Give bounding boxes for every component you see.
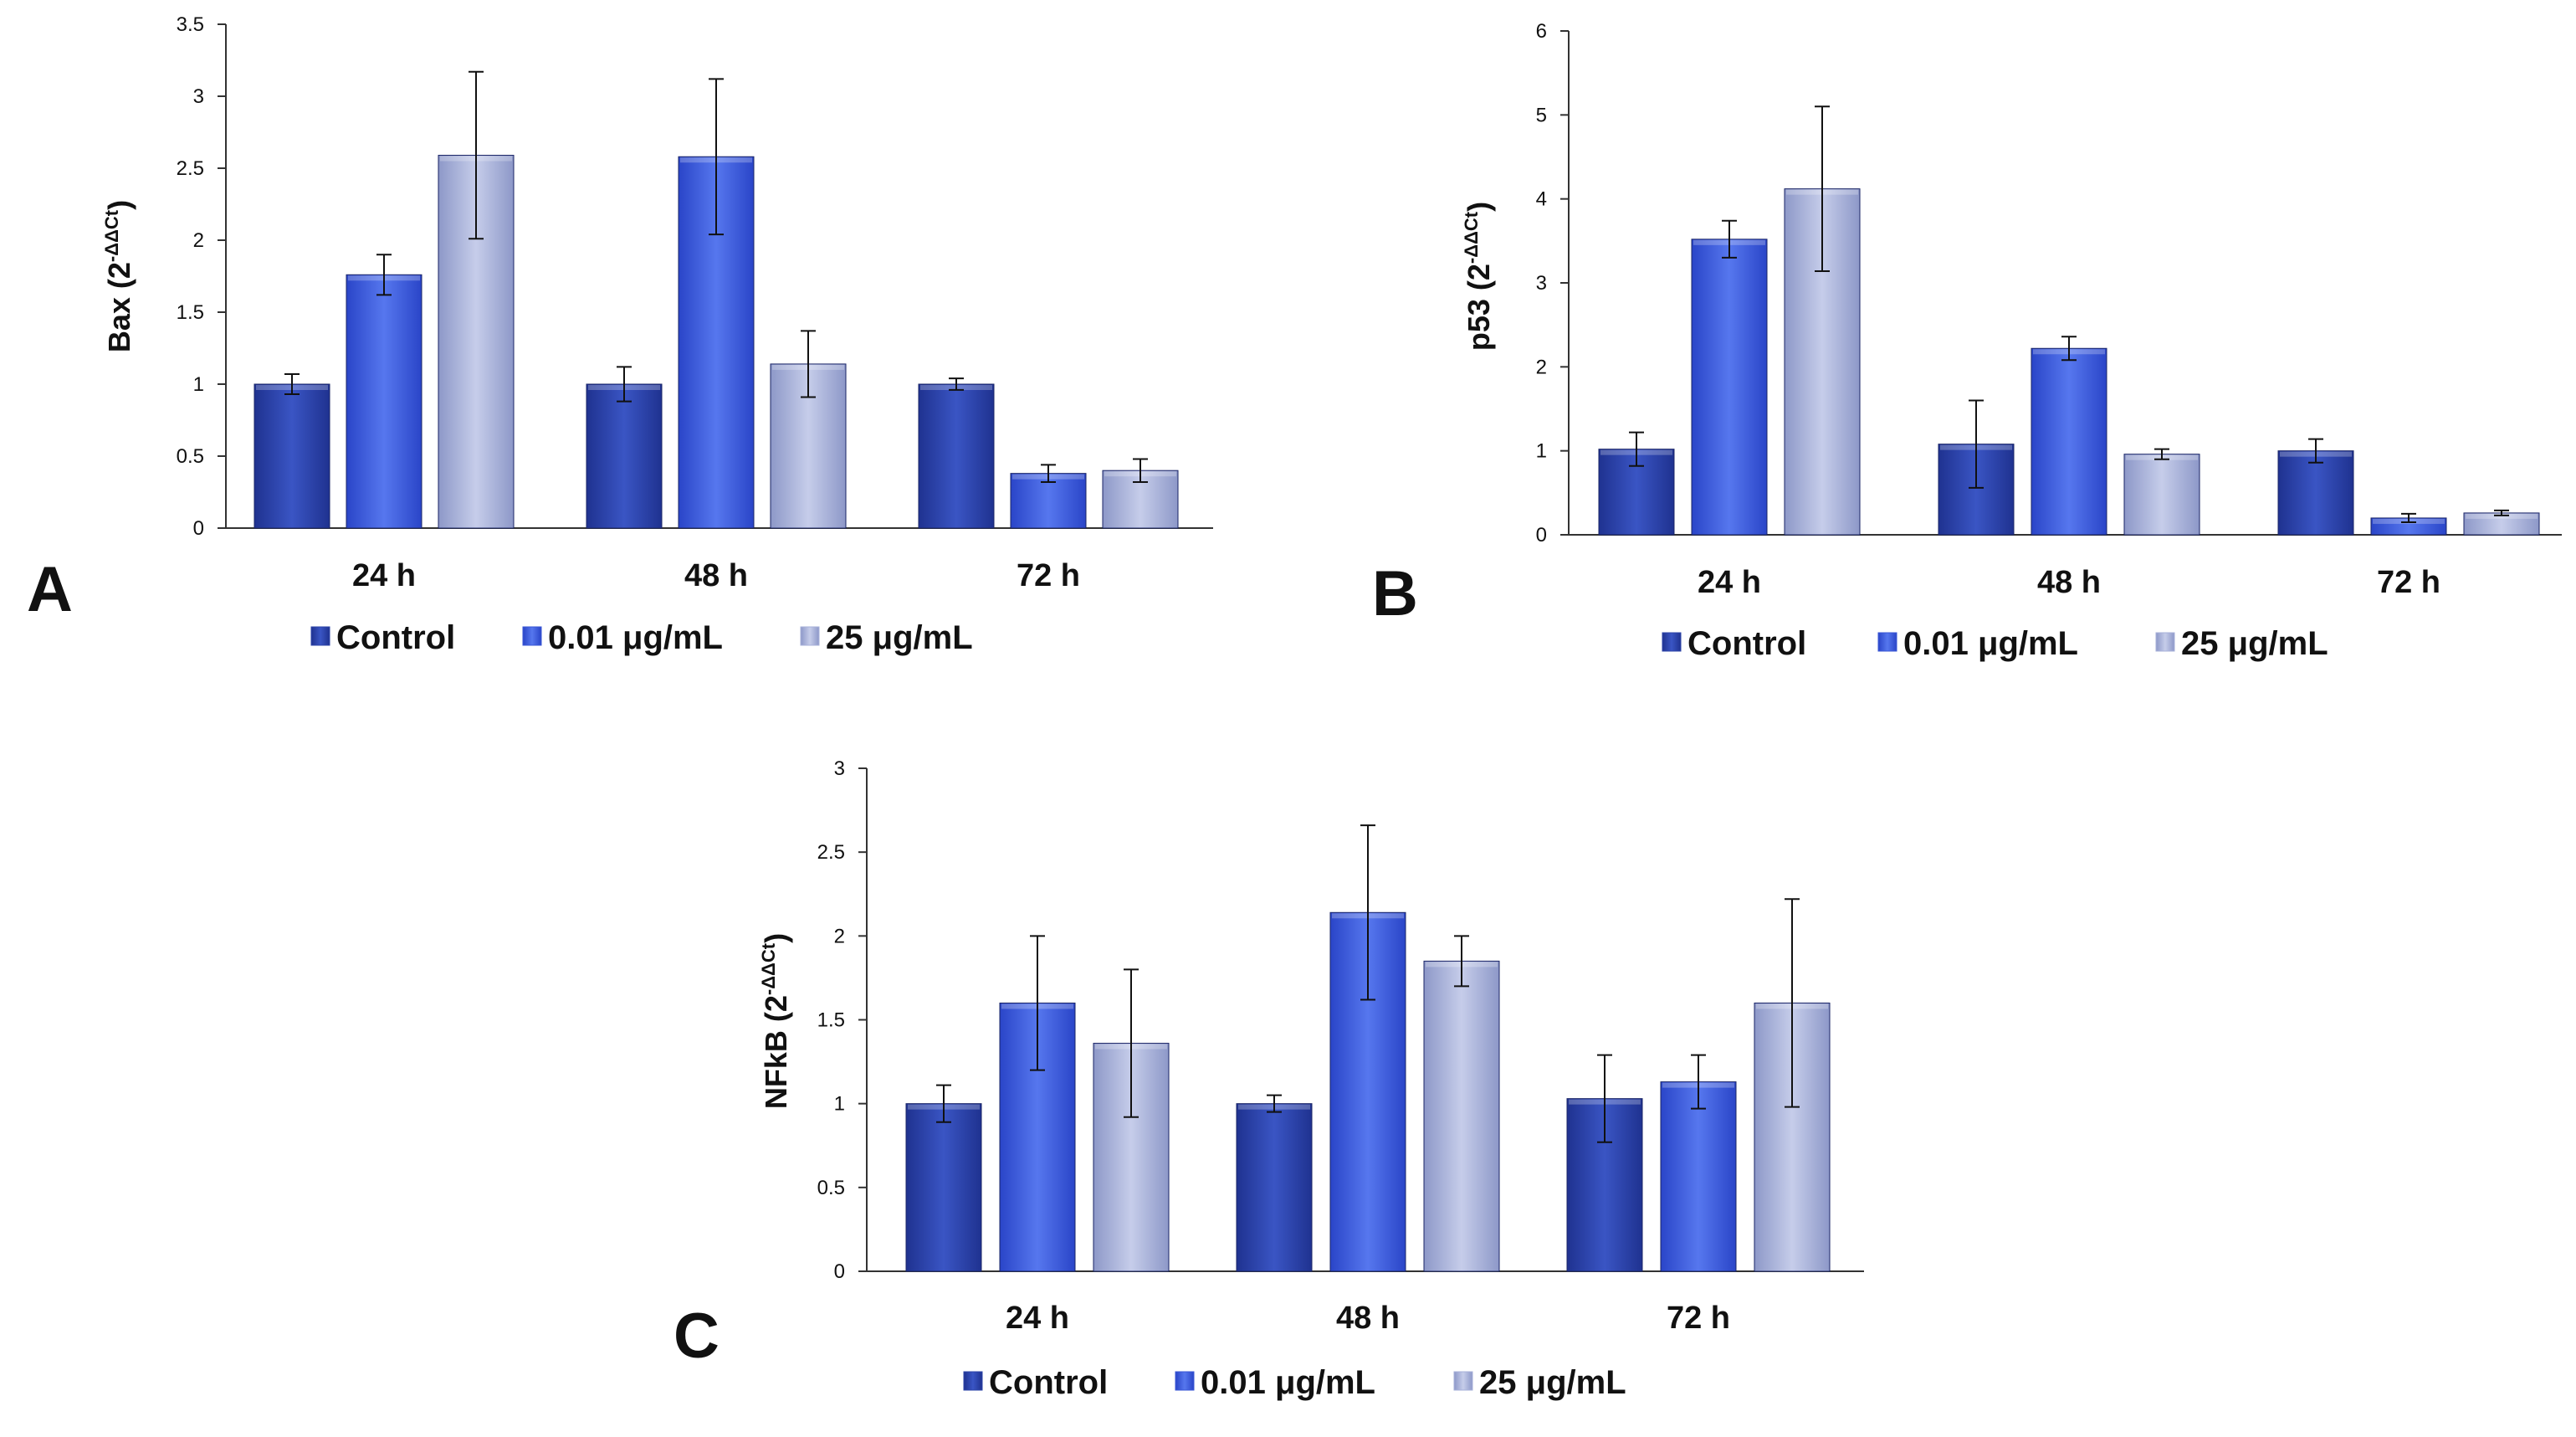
chart-c-y-tick-label: 0.5 (817, 1177, 845, 1199)
chart-a-bar-control-2 (586, 383, 663, 529)
chart-a-x-category-label: 48 h (684, 558, 748, 593)
chart-b-y-tick-label: 6 (1536, 20, 1547, 43)
chart-c-bar-control-1 (905, 1103, 982, 1272)
chart-a-y-tick-label: 1.5 (177, 301, 204, 324)
chart-a-bar-low-1 (346, 274, 423, 529)
chart-b-bar-low-2 (2031, 347, 2107, 536)
chart-b-legend-swatch-control (1662, 632, 1682, 652)
chart-a-x-category-label: 72 h (1017, 558, 1080, 593)
chart-c-x-category-label: 48 h (1336, 1301, 1400, 1336)
chart-a-legend-swatch-control (310, 626, 330, 646)
chart-c-y-tick-label: 2.5 (817, 841, 845, 864)
chart-b-bar-control-3 (2277, 450, 2354, 536)
chart-b-bar-low-1 (1691, 239, 1768, 536)
chart-c-bar-control-2 (1236, 1103, 1313, 1272)
chart-b-bar-high-3 (2463, 512, 2540, 536)
chart-c-x-category-label: 24 h (1006, 1301, 1069, 1336)
chart-b-bar-high-2 (2123, 454, 2200, 536)
chart-c-bar-low-3 (1660, 1081, 1737, 1272)
chart-b-y-tick-label: 4 (1536, 188, 1547, 211)
chart-b-legend-label-control: Control (1687, 625, 1806, 662)
chart-c-y-tick-label: 1 (834, 1093, 845, 1116)
chart-a-y-tick-label: 2.5 (177, 157, 204, 180)
chart-b-x-category-label: 48 h (2037, 565, 2101, 600)
chart-a-legend-label-high: 25 μg/mL (826, 619, 973, 656)
chart-b-y-tick-label: 1 (1536, 440, 1547, 463)
chart-a-legend-label-low: 0.01 μg/mL (548, 619, 723, 656)
chart-b-x-category-label: 72 h (2377, 565, 2440, 600)
chart-a-y-tick-label: 3 (193, 85, 204, 108)
chart-a-y-tick-label: 3.5 (177, 13, 204, 36)
chart-a-y-tick-label: 0 (193, 517, 204, 540)
chart-b-y-tick-label: 5 (1536, 104, 1547, 126)
chart-c-bar-high-2 (1423, 960, 1500, 1272)
chart-c-y-tick-label: 2 (834, 925, 845, 947)
chart-c-legend-label-high: 25 μg/mL (1479, 1364, 1626, 1401)
chart-b-y-axis-title: p53 (2-ΔΔCt) (1461, 202, 1496, 351)
chart-c-y-tick-label: 3 (834, 757, 845, 780)
chart-a-y-tick-label: 1 (193, 373, 204, 396)
chart-b-y-tick-label: 0 (1536, 524, 1547, 547)
chart-c-legend-swatch-control (963, 1371, 983, 1391)
chart-a-y-tick-label: 2 (193, 229, 204, 252)
chart-c-y-axis-title: NFkB (2-ΔΔCt) (758, 933, 793, 1109)
chart-a-y-tick-label: 0.5 (177, 445, 204, 468)
chart-c-x-category-label: 72 h (1667, 1301, 1730, 1336)
chart-a-legend-swatch-low (522, 626, 542, 646)
chart-b-x-category-label: 24 h (1698, 565, 1761, 600)
chart-b-legend-label-low: 0.01 μg/mL (1903, 625, 2078, 662)
chart-c-legend-swatch-high (1453, 1371, 1473, 1391)
chart-a-x-category-label: 24 h (352, 558, 416, 593)
chart-c-panel-letter: C (673, 1301, 720, 1372)
chart-a-legend-swatch-high (800, 626, 820, 646)
chart-c-y-tick-label: 1.5 (817, 1009, 845, 1032)
chart-c-legend-swatch-low (1175, 1371, 1195, 1391)
chart-b-legend-label-high: 25 μg/mL (2181, 625, 2328, 662)
chart-c-y-tick-label: 0 (834, 1260, 845, 1283)
chart-c-legend-label-control: Control (989, 1364, 1108, 1401)
chart-c-legend-label-low: 0.01 μg/mL (1201, 1364, 1375, 1401)
chart-a-bar-control-3 (918, 383, 995, 529)
chart-b-y-tick-label: 3 (1536, 272, 1547, 295)
chart-a-y-axis-title: Bax (2-ΔΔCt) (101, 200, 136, 352)
chart-a-legend-label-control: Control (336, 619, 455, 656)
chart-b-panel-letter: B (1372, 558, 1418, 629)
chart-a-bar-control-1 (254, 383, 330, 529)
chart-b-legend-swatch-low (1877, 632, 1897, 652)
chart-b-y-tick-label: 2 (1536, 356, 1547, 378)
chart-a-panel-letter: A (27, 554, 73, 625)
chart-b-legend-swatch-high (2155, 632, 2175, 652)
